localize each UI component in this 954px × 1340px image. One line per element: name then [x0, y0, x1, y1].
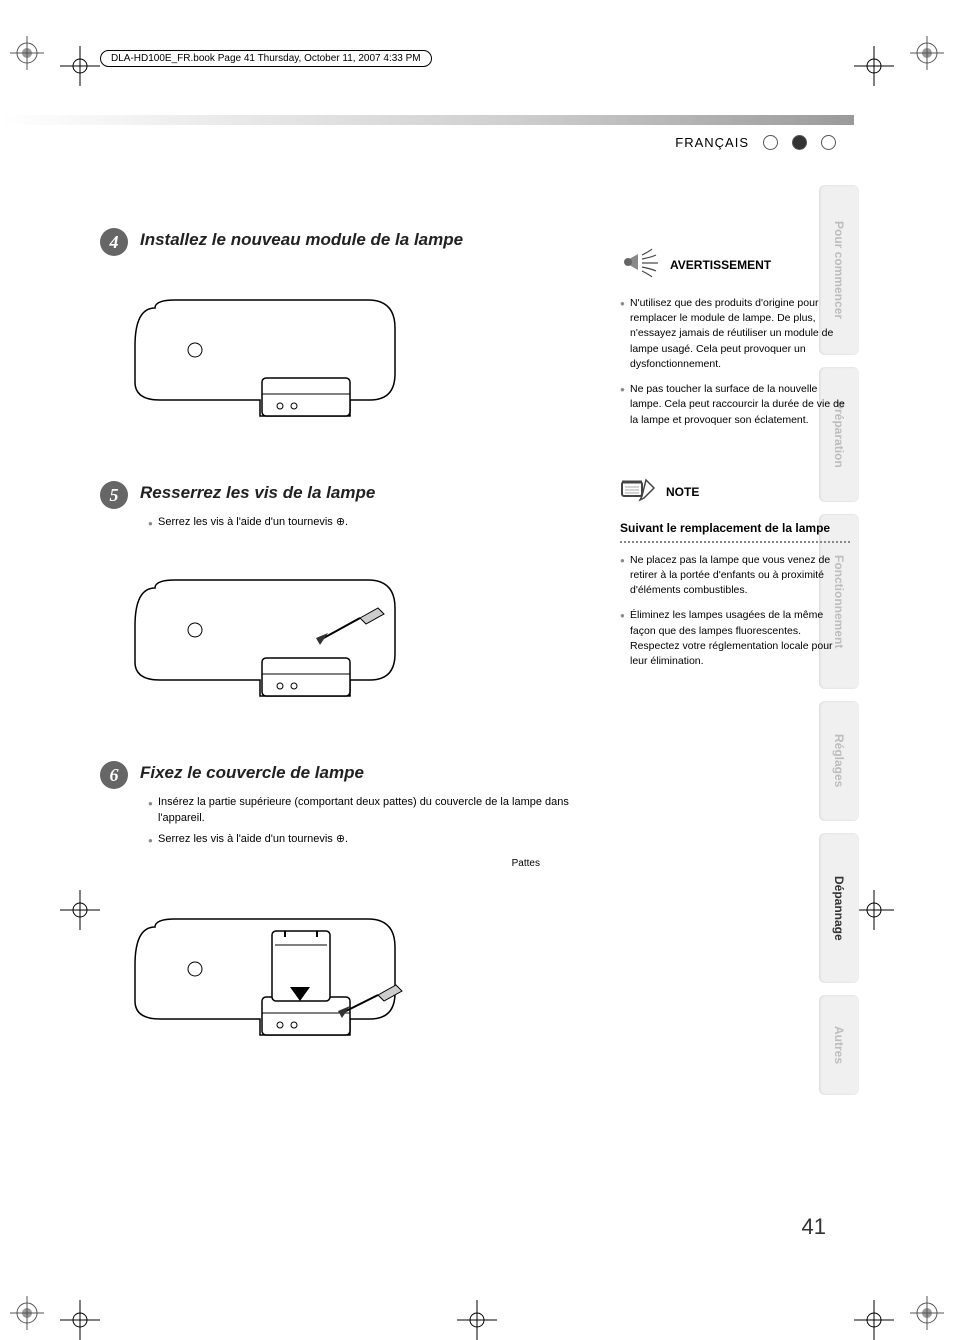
- language-label: FRANÇAIS: [675, 135, 749, 150]
- step-number-badge: 4: [100, 228, 128, 256]
- note-label: NOTE: [666, 485, 699, 499]
- circle-icon: [821, 135, 836, 150]
- crop-mark-icon: [854, 1300, 894, 1340]
- warning-bullet: N'utilisez que des produits d'origine po…: [620, 296, 850, 372]
- document-meta: DLA-HD100E_FR.book Page 41 Thursday, Oct…: [100, 50, 432, 67]
- note-subtitle: Suivant le remplacement de la lampe: [620, 521, 850, 535]
- step: 6Fixez le couvercle de lampeInsérez la p…: [120, 763, 600, 1061]
- step-number-badge: 5: [100, 481, 128, 509]
- crop-mark-icon: [60, 1300, 100, 1340]
- step-bullet: Serrez les vis à l'aide d'un tournevis ⊕…: [148, 832, 600, 847]
- step-title: Resserrez les vis de la lampe: [140, 483, 600, 503]
- note-bullet: Ne placez pas la lampe que vous venez de…: [620, 553, 850, 599]
- note-bullet: Éliminez les lampes usagées de la même f…: [620, 608, 850, 669]
- circle-icon: [763, 135, 778, 150]
- projector-illustration: [120, 548, 600, 723]
- step: 5Resserrez les vis de la lampeSerrez les…: [120, 483, 600, 723]
- megaphone-icon: [620, 245, 662, 284]
- image-label: Pattes: [120, 858, 540, 869]
- header-gradient-bar: [0, 115, 854, 125]
- register-mark-icon: [910, 1296, 944, 1330]
- projector-illustration: [120, 268, 600, 443]
- crop-mark-icon: [854, 890, 894, 930]
- crop-mark-icon: [457, 1300, 497, 1340]
- filled-circle-icon: [792, 135, 807, 150]
- step-bullet: Serrez les vis à l'aide d'un tournevis ⊕…: [148, 515, 600, 530]
- steps-column: 4Installez le nouveau module de la lampe…: [120, 230, 600, 1102]
- section-tab[interactable]: Autres: [819, 995, 859, 1095]
- register-mark-icon: [10, 36, 44, 70]
- register-mark-icon: [10, 1296, 44, 1330]
- section-tab[interactable]: Dépannage: [819, 833, 859, 983]
- warning-title: AVERTISSEMENT: [670, 258, 771, 272]
- step-title: Fixez le couvercle de lampe: [140, 763, 600, 783]
- section-tab[interactable]: Réglages: [819, 701, 859, 821]
- step-bullet: Insérez la partie supérieure (comportant…: [148, 795, 600, 826]
- crop-mark-icon: [854, 46, 894, 86]
- projector-illustration: [120, 887, 600, 1062]
- step-title: Installez le nouveau module de la lampe: [140, 230, 600, 250]
- sidebar-notes: AVERTISSEMENT N'utilisez que des produit…: [620, 245, 850, 679]
- warning-bullet: Ne pas toucher la surface de la nouvelle…: [620, 382, 850, 428]
- page-number: 41: [802, 1214, 826, 1240]
- language-indicator: FRANÇAIS: [675, 135, 836, 150]
- memo-pencil-icon: [620, 476, 658, 509]
- register-mark-icon: [910, 36, 944, 70]
- crop-mark-icon: [60, 890, 100, 930]
- dotted-divider: [620, 541, 850, 543]
- crop-mark-icon: [60, 46, 100, 86]
- step-number-badge: 6: [100, 761, 128, 789]
- step: 4Installez le nouveau module de la lampe: [120, 230, 600, 443]
